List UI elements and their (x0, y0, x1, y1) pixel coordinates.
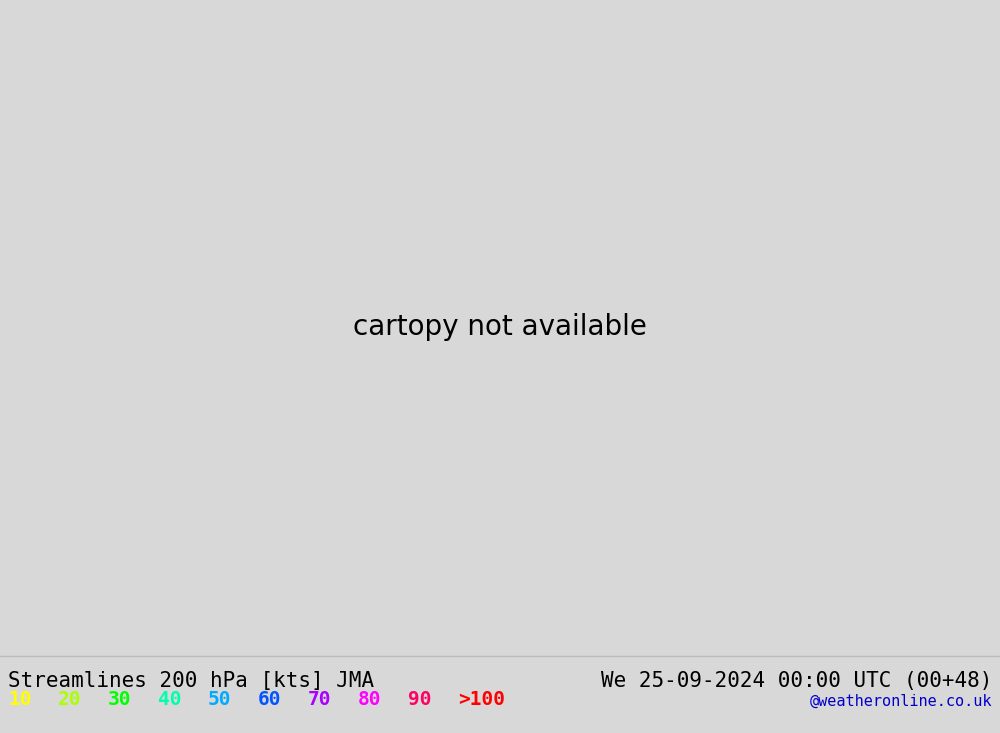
Text: 30: 30 (108, 690, 132, 710)
Text: 90: 90 (408, 690, 432, 710)
Text: 70: 70 (308, 690, 332, 710)
Text: Streamlines 200 hPa [kts] JMA: Streamlines 200 hPa [kts] JMA (8, 671, 374, 691)
Text: 60: 60 (258, 690, 282, 710)
Text: 40: 40 (158, 690, 182, 710)
Text: 20: 20 (58, 690, 82, 710)
Text: >100: >100 (458, 690, 505, 710)
Text: 80: 80 (358, 690, 382, 710)
Text: cartopy not available: cartopy not available (353, 313, 647, 341)
Text: We 25-09-2024 00:00 UTC (00+48): We 25-09-2024 00:00 UTC (00+48) (601, 671, 992, 691)
Text: @weatheronline.co.uk: @weatheronline.co.uk (810, 694, 992, 710)
Text: 10: 10 (8, 690, 32, 710)
Text: 50: 50 (208, 690, 232, 710)
